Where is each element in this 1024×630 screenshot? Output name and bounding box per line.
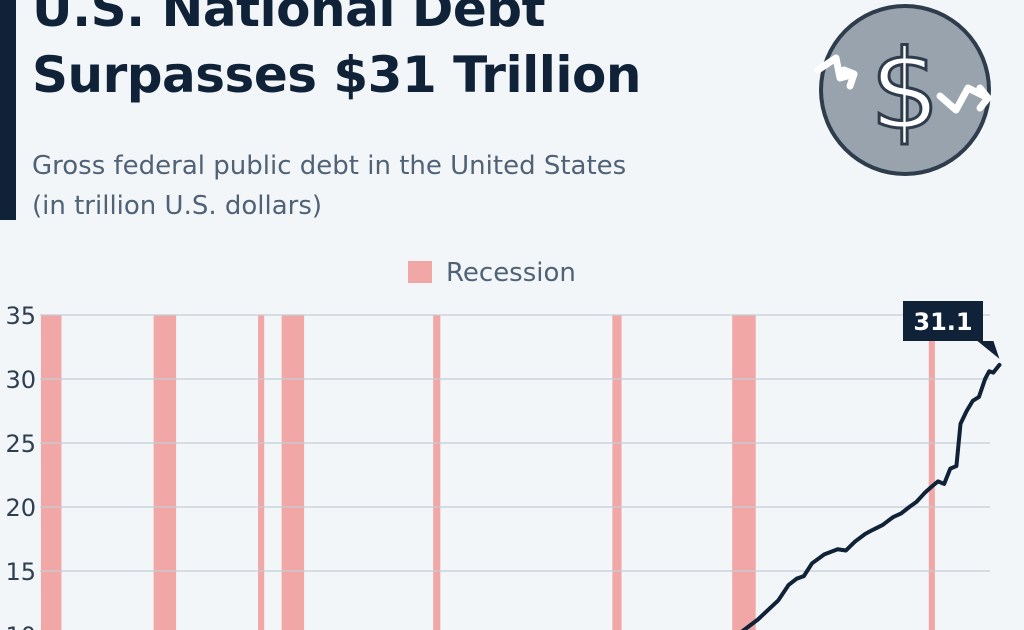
chart-title: U.S. National Debt Surpasses $31 Trillio… (32, 0, 641, 108)
subtitle-line-2: (in trillion U.S. dollars) (32, 191, 323, 221)
recession-band (928, 315, 935, 630)
accent-bar (0, 0, 16, 220)
y-tick-label: 30 (5, 366, 36, 394)
callout-background (903, 301, 1000, 359)
recession-band (258, 315, 265, 630)
series-debt (740, 362, 1002, 630)
callout-value: 31.1 (913, 308, 972, 336)
y-tick-label: 20 (5, 494, 36, 522)
y-axis-ticks: 35 30 25 20 15 10 (5, 302, 36, 630)
down-arrow-icon (814, 54, 858, 90)
subtitle-line-1: Gross federal public debt in the United … (32, 151, 627, 181)
recession-band (153, 315, 177, 630)
y-tick-label: 15 (5, 558, 36, 586)
legend-swatch-recession (408, 261, 432, 283)
down-arrow-icon-right (936, 84, 992, 114)
y-tick-label: 35 (5, 302, 36, 330)
dollar-sign-icon: $ (870, 26, 940, 154)
title-line-1: U.S. National Debt (32, 0, 545, 38)
recession-band (612, 315, 622, 630)
y-tick-label: 25 (5, 430, 36, 458)
recession-band (281, 315, 305, 630)
title-line-2: Surpasses $31 Trillion (32, 46, 641, 104)
legend: Recession (408, 258, 576, 288)
recession-band (40, 315, 62, 630)
recession-bands (40, 315, 935, 630)
grid-lines (40, 314, 990, 572)
legend-label-recession: Recession (446, 258, 576, 288)
coin-face (823, 8, 987, 172)
dollar-coin-icon: $ (814, 4, 992, 176)
chart-subtitle: Gross federal public debt in the United … (32, 146, 626, 226)
y-tick-label: 10 (5, 622, 36, 630)
recession-band (433, 315, 441, 630)
recession-band (732, 315, 756, 630)
value-callout: 31.1 (903, 301, 1000, 359)
debt-line (740, 362, 1002, 630)
debt-chart: 35 30 25 20 15 10 Recession 31.1 (5, 258, 1002, 630)
